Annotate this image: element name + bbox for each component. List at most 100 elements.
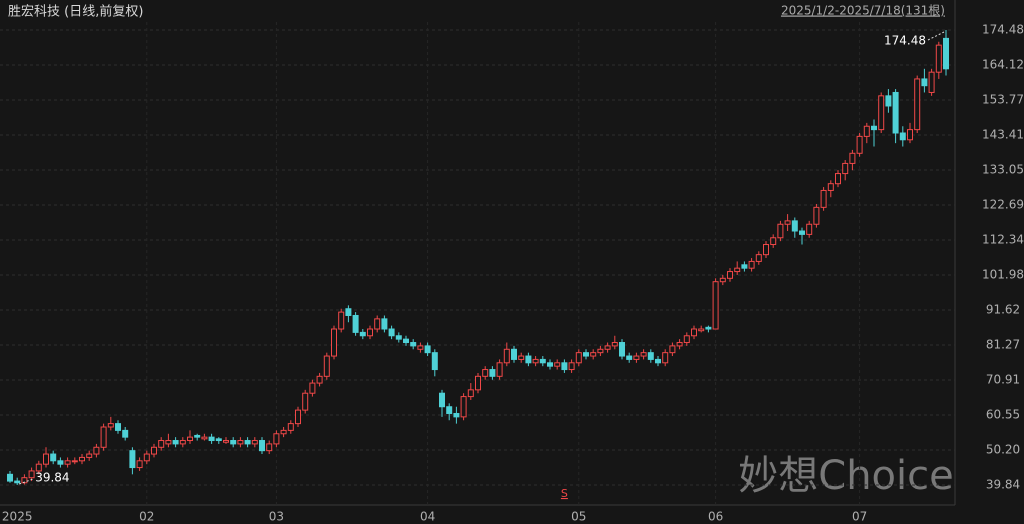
- candle-body: [280, 429, 287, 435]
- candle-body: [698, 328, 705, 332]
- candle-body: [158, 440, 165, 448]
- candle-body: [251, 440, 258, 445]
- candle-body: [381, 318, 388, 330]
- candle-body: [223, 440, 229, 443]
- x-tick-label: 05: [571, 510, 586, 524]
- candle-body: [14, 480, 21, 484]
- candle-body: [446, 406, 453, 414]
- candle-body: [287, 423, 294, 431]
- low-arrow: [19, 478, 34, 485]
- candle-body: [935, 44, 942, 73]
- candle-body: [741, 264, 748, 269]
- candle-body: [338, 311, 345, 330]
- candle-body: [482, 369, 489, 377]
- candle-body: [496, 362, 503, 377]
- candle-body: [388, 328, 395, 337]
- candle-body: [597, 348, 604, 354]
- candle-body: [626, 355, 633, 360]
- candle-body: [179, 440, 186, 445]
- high-label: 174.48: [884, 34, 926, 48]
- candle-body: [316, 375, 323, 384]
- candle-body: [561, 362, 568, 371]
- candle-body: [511, 348, 517, 360]
- candle-body: [208, 436, 215, 442]
- candle-body: [50, 453, 57, 462]
- high-arrow: [927, 31, 945, 41]
- candle-body: [856, 135, 863, 154]
- candle-body: [345, 308, 352, 316]
- candle-body: [907, 129, 913, 141]
- candle-body: [417, 345, 424, 350]
- y-tick-label: 174.48: [982, 23, 1024, 37]
- candle-body: [266, 443, 273, 452]
- candle-body: [777, 223, 784, 239]
- candle-body: [791, 220, 798, 232]
- y-tick-label: 50.20: [986, 442, 1020, 456]
- candle-body: [475, 375, 481, 391]
- candle-body: [554, 362, 561, 367]
- y-tick-label: 101.98: [982, 268, 1024, 282]
- candle-body: [827, 183, 834, 191]
- y-tick-label: 122.69: [982, 198, 1024, 212]
- candle-body: [899, 132, 906, 141]
- chart-title: 胜宏科技 (日线,前复权): [8, 4, 143, 20]
- candle-body: [215, 438, 222, 442]
- x-tick-label: 02: [139, 510, 154, 524]
- candle-body: [359, 331, 366, 337]
- candle-body: [295, 409, 301, 425]
- candle-body: [943, 37, 949, 70]
- candle-body: [367, 328, 373, 337]
- candle-body: [115, 423, 121, 431]
- candle-body: [237, 440, 244, 445]
- y-tick-label: 81.27: [986, 337, 1020, 351]
- candle-body: [640, 352, 647, 357]
- x-tick-label: 2025: [2, 510, 33, 524]
- candle-body: [136, 460, 143, 469]
- candle-body: [691, 328, 697, 337]
- candle-body: [352, 314, 359, 333]
- candle-body: [151, 446, 157, 455]
- candle-body: [921, 78, 928, 87]
- candle-body: [21, 477, 28, 484]
- candle-body: [863, 125, 870, 137]
- y-tick-label: 164.12: [982, 58, 1024, 72]
- candle-body: [835, 173, 841, 185]
- candle-body: [424, 345, 431, 354]
- candle-body: [849, 152, 856, 164]
- y-tick-label: 143.41: [982, 128, 1024, 142]
- candle-body: [532, 358, 539, 364]
- candle-body: [453, 412, 460, 418]
- candle-body: [806, 223, 813, 235]
- candle-body: [172, 440, 179, 445]
- candle-body: [763, 244, 769, 256]
- y-tick-label: 70.91: [986, 373, 1020, 387]
- candle-body: [194, 434, 201, 438]
- candle-body: [374, 318, 381, 330]
- candle-body: [302, 392, 309, 411]
- candle-body: [165, 440, 172, 445]
- candle-body: [748, 260, 755, 269]
- candle-body: [619, 342, 625, 357]
- candle-body: [633, 355, 640, 360]
- candle-body: [575, 352, 582, 364]
- candle-body: [28, 470, 35, 479]
- candle-body: [187, 436, 193, 442]
- candle-body: [518, 355, 525, 360]
- candle-body: [655, 358, 661, 364]
- candle-body: [842, 162, 849, 175]
- candle-body: [431, 352, 438, 371]
- candle-body: [64, 460, 71, 465]
- candle-body: [403, 338, 409, 344]
- candle-body: [43, 453, 49, 465]
- candle-body: [122, 429, 129, 438]
- candle-body: [871, 125, 877, 131]
- candle-body: [7, 473, 13, 482]
- candle-body: [676, 342, 683, 347]
- candle-body: [647, 352, 654, 360]
- candle-body: [683, 335, 690, 344]
- x-tick-label: 03: [269, 510, 284, 524]
- candle-body: [244, 440, 251, 445]
- y-tick-label: 60.55: [986, 408, 1020, 422]
- candle-body: [503, 348, 510, 364]
